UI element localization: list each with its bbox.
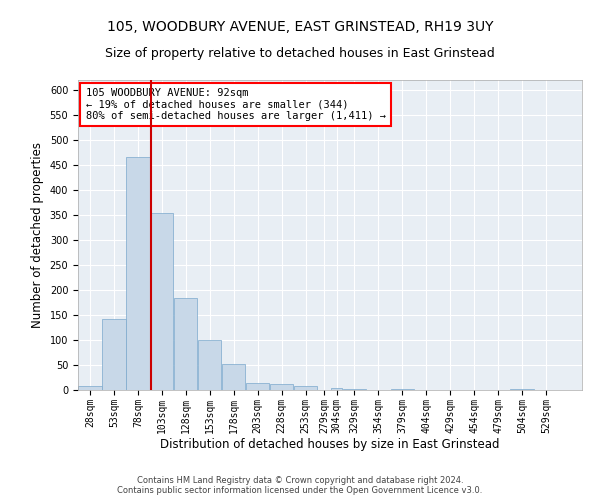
Text: Contains HM Land Registry data © Crown copyright and database right 2024.
Contai: Contains HM Land Registry data © Crown c… xyxy=(118,476,482,495)
Bar xyxy=(343,388,366,390)
Bar xyxy=(174,298,197,390)
Bar xyxy=(331,388,342,390)
Bar xyxy=(391,389,414,390)
Bar xyxy=(198,340,221,390)
Bar xyxy=(150,213,173,390)
Bar xyxy=(222,364,245,390)
Bar xyxy=(79,386,101,390)
Bar xyxy=(270,384,293,390)
Bar xyxy=(511,388,534,390)
Text: 105 WOODBURY AVENUE: 92sqm
← 19% of detached houses are smaller (344)
80% of sem: 105 WOODBURY AVENUE: 92sqm ← 19% of deta… xyxy=(86,88,386,121)
Text: Size of property relative to detached houses in East Grinstead: Size of property relative to detached ho… xyxy=(105,48,495,60)
Bar xyxy=(246,382,269,390)
Bar xyxy=(126,157,149,390)
Y-axis label: Number of detached properties: Number of detached properties xyxy=(31,142,44,328)
Bar xyxy=(103,318,125,390)
Text: 105, WOODBURY AVENUE, EAST GRINSTEAD, RH19 3UY: 105, WOODBURY AVENUE, EAST GRINSTEAD, RH… xyxy=(107,20,493,34)
X-axis label: Distribution of detached houses by size in East Grinstead: Distribution of detached houses by size … xyxy=(160,438,500,452)
Bar xyxy=(294,386,317,390)
